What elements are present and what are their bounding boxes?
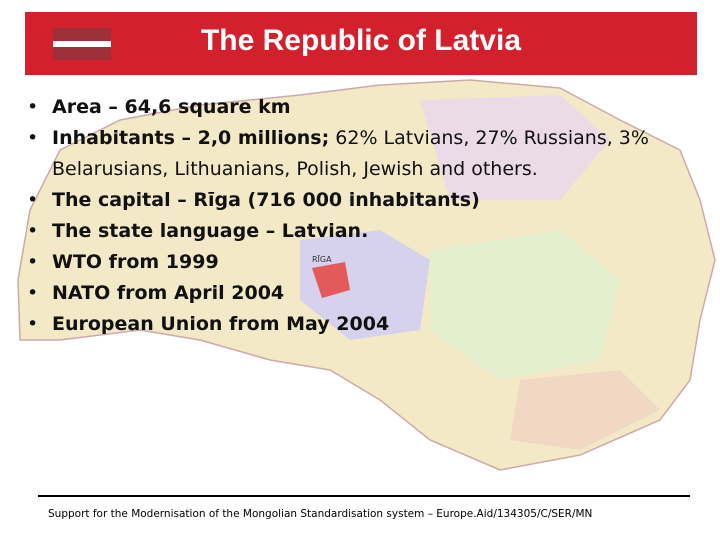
footer-rule xyxy=(38,495,690,497)
bullet-bold-text: The state language – Latvian. xyxy=(52,220,369,242)
bullet-bold-text: Area – 64,6 square km xyxy=(52,96,291,118)
footer-text: Support for the Modernisation of the Mon… xyxy=(48,508,593,520)
bullet-item: Inhabitants – 2,0 millions; 62% Latvians… xyxy=(27,123,712,185)
bullet-bold-text: WTO from 1999 xyxy=(52,251,219,273)
bullet-list: Area – 64,6 square km Inhabitants – 2,0 m… xyxy=(22,92,712,340)
bullet-bold-text: The capital – Rīga (716 000 inhabitants) xyxy=(52,189,480,211)
bullet-item: NATO from April 2004 xyxy=(27,278,712,309)
bullet-bold-text: NATO from April 2004 xyxy=(52,282,285,304)
region xyxy=(510,370,660,450)
bullet-item: European Union from May 2004 xyxy=(27,309,712,340)
slide-title: The Republic of Latvia xyxy=(200,24,522,57)
title-bar: The Republic of Latvia xyxy=(25,12,697,75)
bullet-text: 62% Latvians, 27% Russians, 3% Belarusia… xyxy=(52,127,649,180)
bullet-item: The capital – Rīga (716 000 inhabitants) xyxy=(27,185,712,216)
bullet-item: WTO from 1999 xyxy=(27,247,712,278)
bullet-bold-text: Inhabitants – 2,0 millions; xyxy=(52,127,330,149)
bullet-item: The state language – Latvian. xyxy=(27,216,712,247)
bullet-item: Area – 64,6 square km xyxy=(27,92,712,123)
bullet-bold-text: European Union from May 2004 xyxy=(52,313,390,335)
flag xyxy=(53,28,111,60)
